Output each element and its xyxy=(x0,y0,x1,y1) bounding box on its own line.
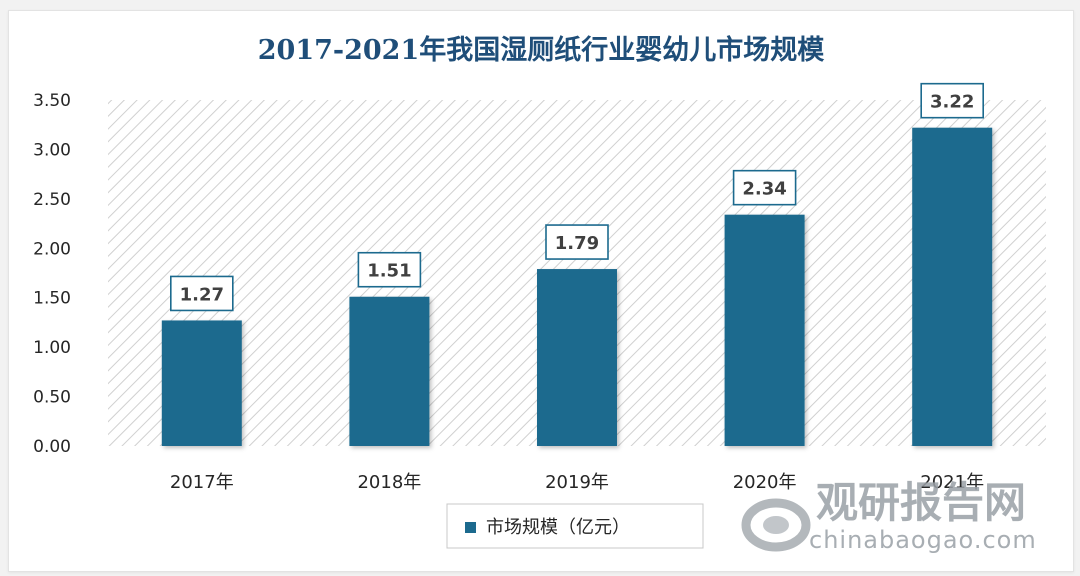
data-label: 3.22 xyxy=(930,92,974,113)
data-label-box xyxy=(545,224,609,260)
bars-group xyxy=(161,127,993,447)
watermark: 观研报告网 chinabaogao.com xyxy=(741,478,1037,554)
bar-2017年 xyxy=(161,320,242,446)
swirl-logo-icon xyxy=(741,498,811,552)
watermark-brand: 观研报告网 xyxy=(816,478,1026,527)
x-axis: 2017年 2018年 2019年 2020年 2021年 xyxy=(170,472,984,493)
source-text: 大数跨境 xyxy=(49,548,117,568)
y-tick-label: 3.00 xyxy=(33,140,71,160)
weibo-icon xyxy=(13,544,44,566)
x-tick-label: 2020年 xyxy=(733,472,797,493)
data-label-box xyxy=(920,82,985,119)
data-label: 1.27 xyxy=(180,284,224,305)
legend-swatch xyxy=(465,522,476,533)
bar-chart: 2017-2021年我国湿厕纸行业婴幼儿市场规模 0.00 0.50 1.00 1.5… xyxy=(13,34,1046,568)
bar-2021年 xyxy=(912,127,993,447)
watermark-url: chinabaogao.com xyxy=(809,526,1037,554)
data-label-box xyxy=(170,275,234,312)
bar-2020年 xyxy=(724,214,805,446)
y-tick-label: 0.00 xyxy=(33,437,71,457)
x-tick-label: 2018年 xyxy=(357,472,421,493)
source-badge: 大数跨境 xyxy=(13,544,117,568)
y-tick-label: 2.50 xyxy=(33,190,71,210)
legend-label: 市场规模（亿元） xyxy=(486,517,630,538)
data-label: 1.79 xyxy=(555,233,599,254)
data-labels-group: 1.27 1.51 1.79 2.34 3.22 xyxy=(170,82,985,312)
data-label: 2.34 xyxy=(742,179,786,200)
bar-2019年 xyxy=(537,269,617,446)
y-axis: 0.00 0.50 1.00 1.50 2.00 2.50 3.00 3.50 xyxy=(33,91,71,457)
legend: 市场规模（亿元） xyxy=(446,503,704,549)
chart-card: 2017-2021年我国湿厕纸行业婴幼儿市场规模 0.00 0.50 1.00 1.5… xyxy=(8,10,1074,572)
y-tick-label: 2.00 xyxy=(33,239,71,259)
y-tick-label: 3.50 xyxy=(33,91,71,111)
data-label-box xyxy=(732,169,797,206)
y-tick-label: 1.50 xyxy=(33,289,71,309)
data-label-box xyxy=(357,251,422,288)
x-tick-label: 2019年 xyxy=(545,472,609,493)
data-label: 1.51 xyxy=(367,261,411,282)
chart-title: 2017-2021年我国湿厕纸行业婴幼儿市场规模 xyxy=(258,34,825,66)
y-tick-label: 0.50 xyxy=(33,388,71,408)
y-tick-label: 1.00 xyxy=(33,338,71,358)
x-tick-label: 2017年 xyxy=(170,472,234,493)
bar-2018年 xyxy=(349,296,430,446)
x-tick-label: 2021年 xyxy=(920,472,984,493)
